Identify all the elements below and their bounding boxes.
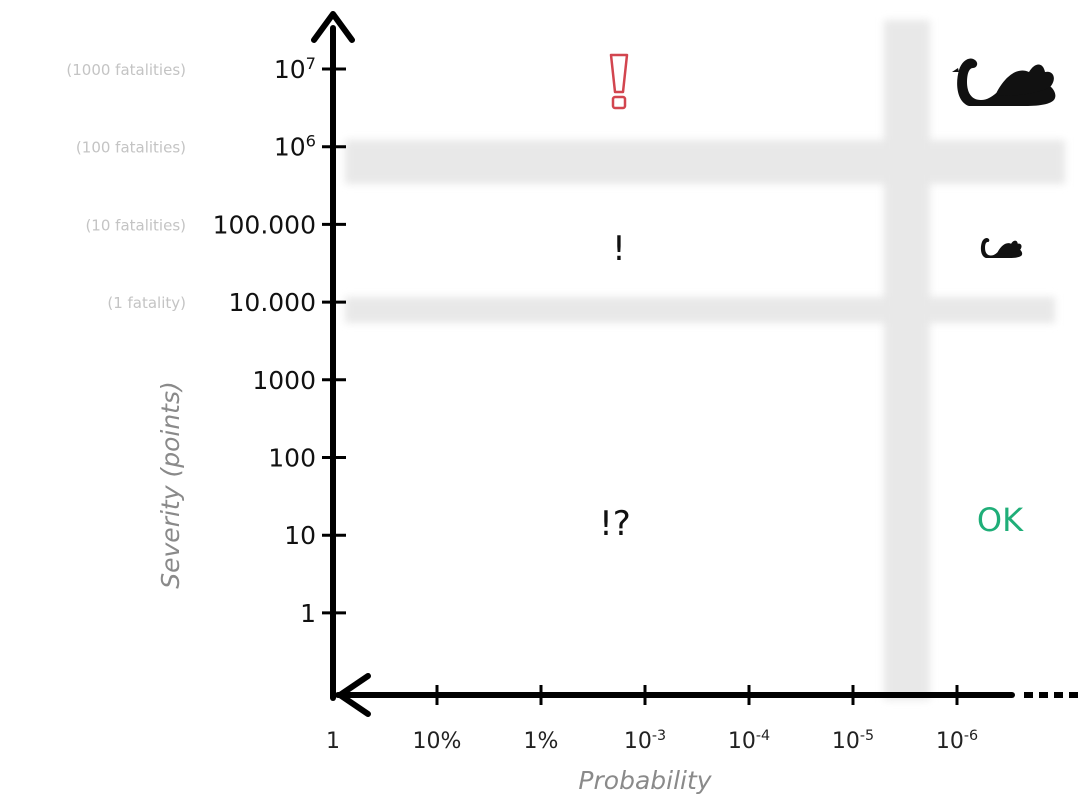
fatality-equivalent-label: (100 fatalities) (76, 139, 186, 157)
black-swan-icon (952, 58, 1056, 106)
x-tick-label: 10-3 (624, 728, 666, 754)
x-tick-label: 10-4 (728, 728, 770, 754)
mid-severity-mark: ! (612, 229, 626, 269)
severity-threshold-band-upper (345, 140, 1065, 184)
fatality-equivalent-label: (1000 fatalities) (66, 61, 186, 79)
x-tick-label: 1% (524, 729, 559, 754)
fatality-equivalent-label: (10 fatalities) (85, 216, 186, 234)
y-tick-label: 106 (274, 131, 316, 162)
x-tick-label: 1 (326, 729, 340, 754)
y-tick-label: 1 (300, 599, 316, 628)
y-tick-label: 100.000 (213, 210, 316, 239)
x-axis-title: Probability (578, 766, 712, 795)
y-ticks: 107 (1000 fatalities) 106 (100 fatalities) 1… (66, 54, 346, 628)
fatality-equivalent-label: (1 fatality) (107, 294, 186, 312)
rare-low-severity-ok-mark: OK (977, 501, 1024, 539)
x-ticks: 1 10% 1% 10-3 10-4 10-5 10-6 (326, 685, 978, 754)
severity-threshold-band-lower (345, 297, 1055, 323)
x-tick-label: 10-6 (936, 728, 978, 754)
probability-threshold-band (884, 20, 930, 700)
y-tick-label: 107 (274, 54, 316, 85)
y-tick-label: 10.000 (229, 288, 316, 317)
y-axis (311, 11, 355, 701)
y-tick-label: 1000 (252, 366, 316, 395)
y-axis-title: Severity (points) (156, 381, 185, 588)
x-tick-label: 10-5 (832, 728, 874, 754)
x-tick-label: 10% (413, 729, 462, 754)
y-tick-label: 100 (268, 444, 316, 473)
frequent-low-severity-mark: !? (599, 504, 631, 544)
red-exclamation-icon (609, 53, 629, 110)
y-tick-label: 10 (284, 521, 316, 550)
black-swan-icon-small (980, 238, 1023, 258)
x-axis (335, 673, 1078, 717)
